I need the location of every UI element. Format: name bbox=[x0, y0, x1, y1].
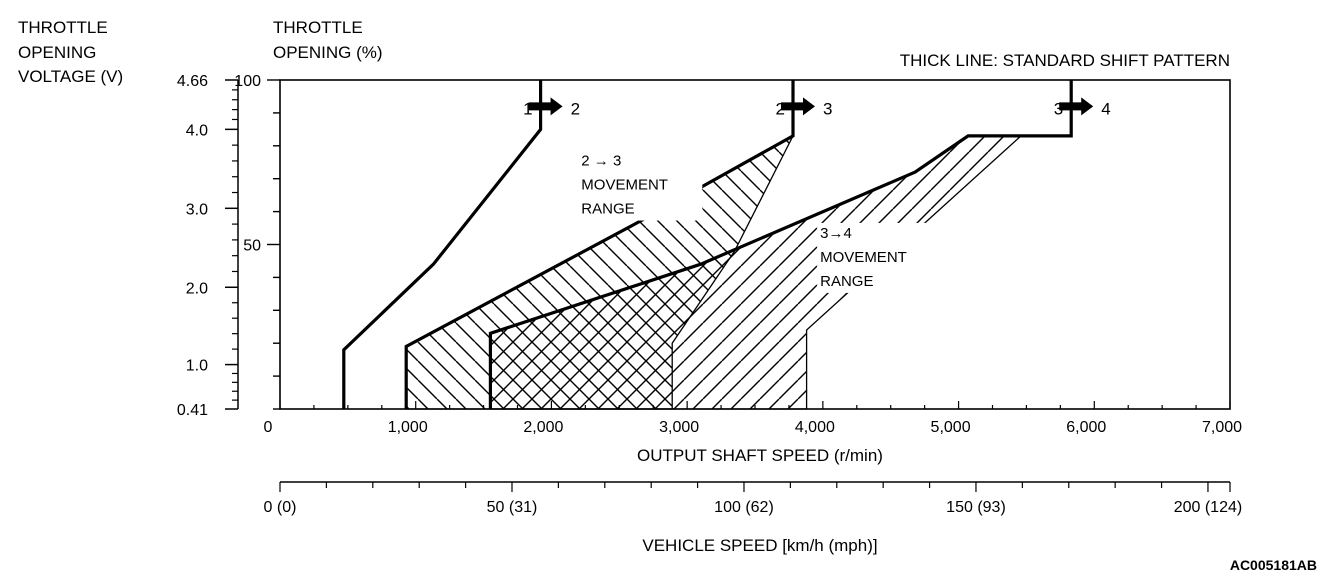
shift-line-3-4 bbox=[488, 80, 1073, 409]
shift-arrow-icon bbox=[781, 97, 815, 116]
percent-tick-label: 100 bbox=[234, 73, 261, 90]
shift-from-label: 1 bbox=[523, 99, 532, 118]
chart-title: THICK LINE: STANDARD SHIFT PATTERN bbox=[900, 51, 1230, 70]
x-tick-label: 5,000 bbox=[931, 419, 971, 436]
shift-to-label: 2 bbox=[571, 99, 580, 118]
annotation-line: RANGE bbox=[581, 201, 634, 218]
x-tick-label: 3,000 bbox=[659, 419, 699, 436]
y-voltage-axis-label-line-3: VOLTAGE (V) bbox=[18, 67, 123, 86]
annotation-line: MOVEMENT bbox=[820, 249, 907, 266]
voltage-tick-label: 2.0 bbox=[186, 280, 208, 297]
y-voltage-axis-label-line-2: OPENING bbox=[18, 43, 96, 62]
shift-arrow-icon bbox=[528, 97, 563, 116]
x-tick-label: 0 bbox=[264, 419, 273, 436]
shift-to-label: 4 bbox=[1101, 99, 1110, 118]
y-percent-axis-label-line-1: THROTTLE bbox=[273, 18, 363, 37]
percent-tick-label: 50 bbox=[243, 238, 261, 255]
figure-id: AC005181AB bbox=[1230, 557, 1317, 573]
shift-line-2-3 bbox=[404, 80, 795, 409]
speed-tick-label: 50 (31) bbox=[487, 499, 538, 516]
x-axis-label: OUTPUT SHAFT SPEED (r/min) bbox=[637, 446, 883, 465]
voltage-tick-label: 4.0 bbox=[186, 122, 208, 139]
speed-tick-label: 0 (0) bbox=[264, 499, 297, 516]
annotation-line: 2 → 3 bbox=[581, 153, 621, 170]
vehicle-speed-axis-label: VEHICLE SPEED [km/h (mph)] bbox=[642, 536, 877, 555]
shift-from-label: 3 bbox=[1054, 99, 1063, 118]
annotation-line: 3→4 bbox=[820, 225, 852, 242]
voltage-tick-label: 4.66 bbox=[177, 73, 208, 90]
x-tick-label: 1,000 bbox=[388, 419, 428, 436]
voltage-tick-label: 3.0 bbox=[186, 201, 208, 218]
x-tick-label: 6,000 bbox=[1066, 419, 1106, 436]
annotation-background bbox=[817, 222, 942, 293]
shift-arrow-icon bbox=[1059, 97, 1094, 116]
shift-to-label: 3 bbox=[823, 99, 832, 118]
shift-from-label: 2 bbox=[776, 99, 785, 118]
speed-tick-label: 100 (62) bbox=[714, 499, 774, 516]
x-tick-label: 2,000 bbox=[523, 419, 563, 436]
x-tick-label: 7,000 bbox=[1202, 419, 1242, 436]
shift-line-1-2 bbox=[342, 80, 543, 409]
voltage-tick-label: 0.41 bbox=[177, 402, 208, 419]
y-voltage-axis-label-line-1: THROTTLE bbox=[18, 18, 108, 37]
annotation-background bbox=[578, 150, 703, 221]
annotation-line: RANGE bbox=[820, 273, 873, 290]
voltage-tick-label: 1.0 bbox=[186, 358, 208, 375]
y-percent-axis-label-line-2: OPENING (%) bbox=[273, 43, 383, 62]
speed-tick-label: 150 (93) bbox=[946, 499, 1006, 516]
x-tick-label: 4,000 bbox=[795, 419, 835, 436]
annotation-line: MOVEMENT bbox=[581, 177, 668, 194]
speed-tick-label: 200 (124) bbox=[1174, 499, 1243, 516]
